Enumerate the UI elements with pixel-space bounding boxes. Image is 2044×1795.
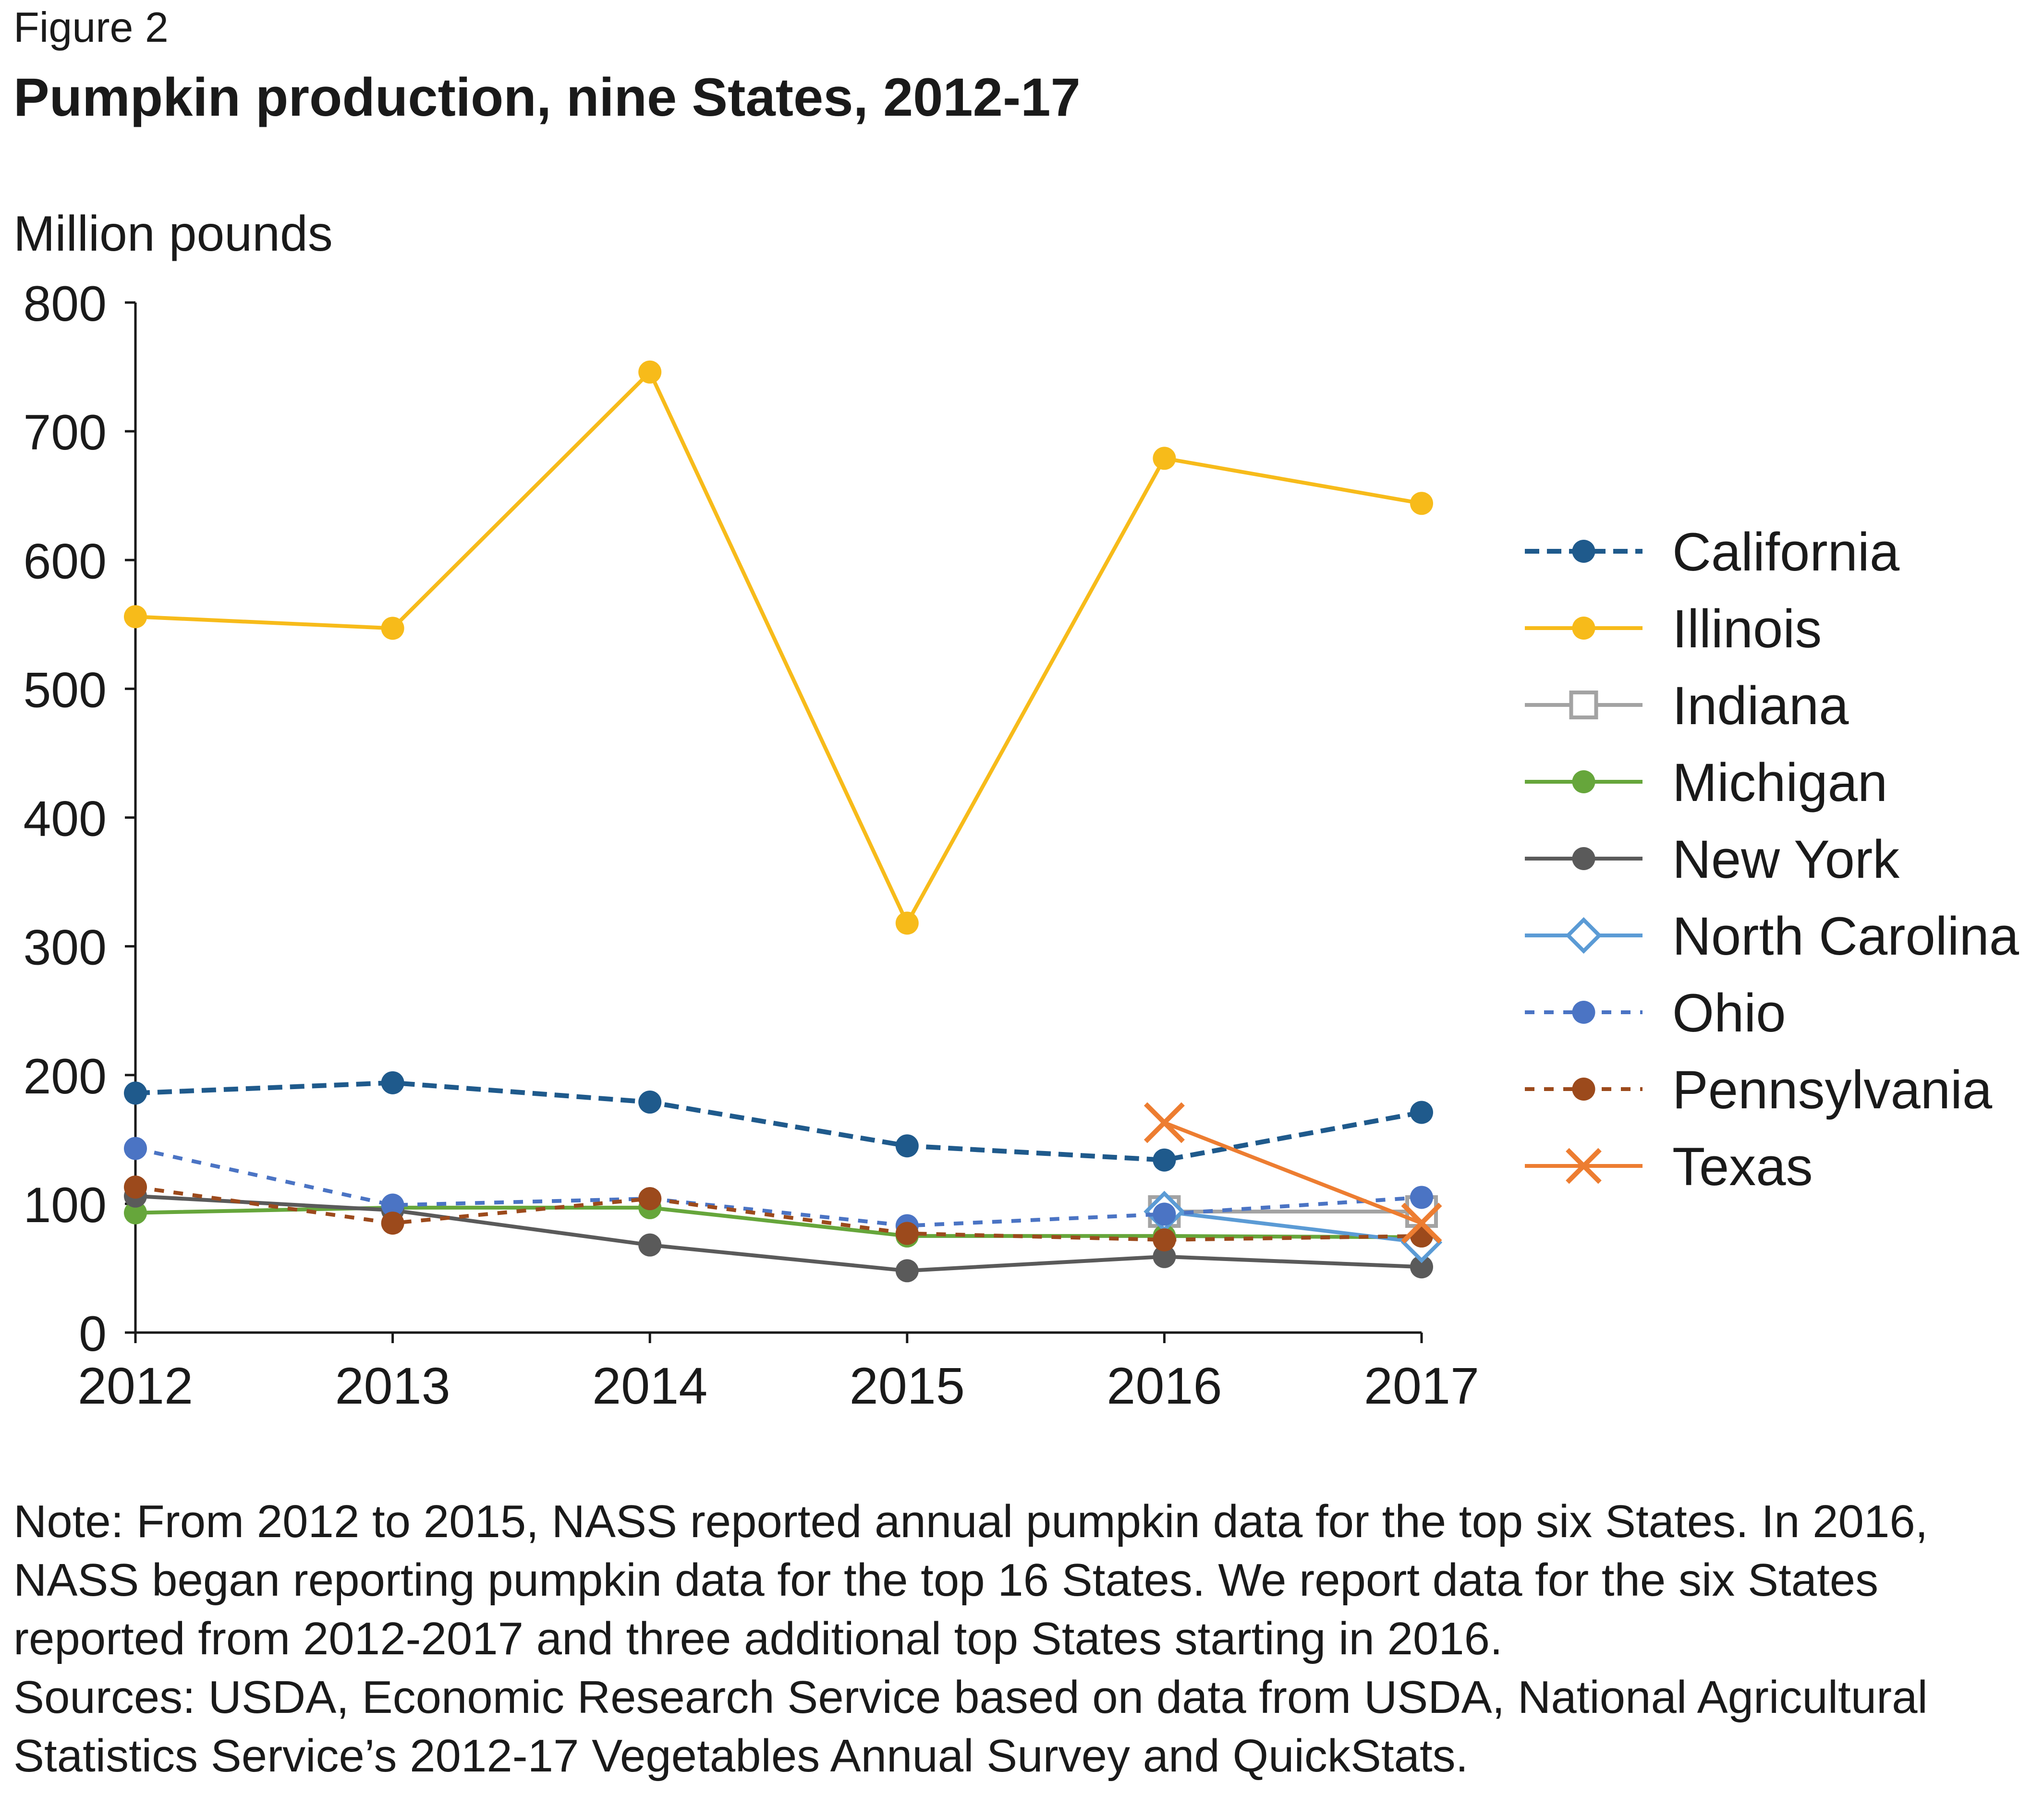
legend-label-michigan: Michigan	[1672, 752, 1887, 813]
legend-item-pennsylvania: Pennsylvania	[1525, 1060, 1993, 1120]
legend: California Illinois Indiana Michigan New Yor…	[1525, 522, 2020, 1197]
series-california	[124, 1071, 1433, 1172]
legend-label-illinois: Illinois	[1672, 599, 1822, 659]
data-point-new-york	[895, 1259, 919, 1283]
legend-label-ohio: Ohio	[1672, 983, 1786, 1043]
data-point-ohio	[1153, 1202, 1176, 1226]
legend-marker-north-carolina	[1565, 917, 1602, 954]
data-point-illinois	[381, 617, 404, 640]
y-tick-label: 500	[23, 662, 107, 718]
legend-item-new-york: New York	[1525, 829, 1900, 889]
data-point-new-york	[1153, 1245, 1176, 1268]
y-tick-label: 300	[23, 920, 107, 976]
legend-marker-michigan	[1572, 770, 1595, 793]
legend-marker-california	[1572, 540, 1595, 563]
data-point-texas	[1401, 1202, 1442, 1244]
data-point-california	[1153, 1148, 1176, 1172]
y-tick-label: 700	[23, 405, 107, 461]
series-michigan	[124, 1196, 1433, 1249]
x-tick-label: 2015	[850, 1357, 965, 1415]
legend-marker-ohio	[1572, 1001, 1595, 1024]
legend-item-texas: Texas	[1525, 1137, 1813, 1197]
series-line-pennsylvania	[135, 1185, 1422, 1242]
data-point-illinois	[124, 605, 147, 629]
data-point-california	[895, 1134, 919, 1158]
series-layer	[124, 360, 1443, 1283]
legend-label-pennsylvania: Pennsylvania	[1672, 1060, 1993, 1120]
data-point-ohio	[1410, 1186, 1433, 1209]
axes: 0 100 200 300 400 500 600 700 800 2012 2013 2014 201…	[23, 276, 1479, 1415]
data-point-illinois	[1410, 492, 1433, 515]
y-tick-label: 600	[23, 534, 107, 589]
series-illinois	[124, 360, 1433, 935]
x-tick-label: 2016	[1107, 1357, 1222, 1415]
legend-item-michigan: Michigan	[1525, 752, 1887, 813]
legend-item-california: California	[1525, 522, 1900, 582]
y-tick-label: 0	[79, 1306, 107, 1362]
y-tick-label: 200	[23, 1049, 107, 1104]
series-line-ohio	[135, 1146, 1422, 1228]
legend-label-north-carolina: North Carolina	[1672, 906, 2020, 966]
data-point-pennsylvania	[1153, 1228, 1176, 1251]
y-axis-label: Million pounds	[13, 206, 333, 262]
legend-item-north-carolina: North Carolina	[1525, 906, 2020, 966]
y-tick-label: 400	[23, 791, 107, 847]
note-block: Note: From 2012 to 2015, NASS reported a…	[13, 1492, 2035, 1785]
series-line-california	[135, 1080, 1422, 1163]
data-point-illinois	[1153, 447, 1176, 470]
data-point-ohio	[124, 1137, 147, 1160]
x-tick-label: 2012	[78, 1357, 193, 1415]
legend-marker-texas	[1566, 1148, 1602, 1184]
legend-marker-pennsylvania	[1572, 1078, 1595, 1101]
data-point-california	[124, 1081, 147, 1105]
y-tick-label: 800	[23, 276, 107, 332]
data-point-illinois	[895, 911, 919, 935]
legend-marker-new-york	[1572, 847, 1595, 870]
legend-item-indiana: Indiana	[1525, 676, 1849, 736]
data-point-pennsylvania	[638, 1187, 662, 1211]
y-tick-label: 100	[23, 1177, 107, 1233]
series-texas	[1144, 1102, 1442, 1244]
series-north-carolina	[1144, 1190, 1443, 1263]
data-point-california	[381, 1071, 404, 1094]
series-new-york	[124, 1184, 1433, 1283]
data-point-pennsylvania	[124, 1176, 147, 1199]
legend-label-indiana: Indiana	[1672, 676, 1849, 736]
data-point-texas	[1144, 1102, 1185, 1143]
data-point-new-york	[1410, 1255, 1433, 1279]
x-tick-label: 2014	[592, 1357, 707, 1415]
note-text: Note: From 2012 to 2015, NASS reported a…	[13, 1496, 1928, 1664]
series-line-illinois	[135, 370, 1422, 925]
figure-label: Figure 2	[13, 3, 169, 51]
legend-item-ohio: Ohio	[1525, 983, 1786, 1043]
data-point-ohio	[381, 1193, 404, 1217]
legend-label-texas: Texas	[1672, 1137, 1813, 1197]
legend-marker-indiana	[1569, 691, 1598, 719]
data-point-new-york	[638, 1233, 662, 1257]
x-tick-label: 2017	[1364, 1357, 1479, 1415]
chart-title: Pumpkin production, nine States, 2012-17	[13, 67, 1081, 127]
x-tick-label: 2013	[335, 1357, 450, 1415]
data-point-california	[1410, 1101, 1433, 1124]
legend-marker-illinois	[1572, 617, 1595, 640]
series-line-new-york	[135, 1194, 1422, 1273]
legend-label-new-york: New York	[1672, 829, 1900, 889]
legend-label-california: California	[1672, 522, 1900, 582]
data-point-illinois	[638, 360, 662, 384]
series-line-texas	[1163, 1121, 1423, 1225]
data-point-pennsylvania	[895, 1222, 919, 1245]
legend-item-illinois: Illinois	[1525, 599, 1822, 659]
data-point-michigan	[124, 1201, 147, 1225]
data-point-california	[638, 1091, 662, 1114]
data-point-pennsylvania	[381, 1212, 404, 1235]
line-chart: Million pounds 0 100 200 300 400 500 600 700 800…	[13, 206, 2020, 1415]
sources-text: Sources: USDA, Economic Research Service…	[13, 1672, 1928, 1782]
